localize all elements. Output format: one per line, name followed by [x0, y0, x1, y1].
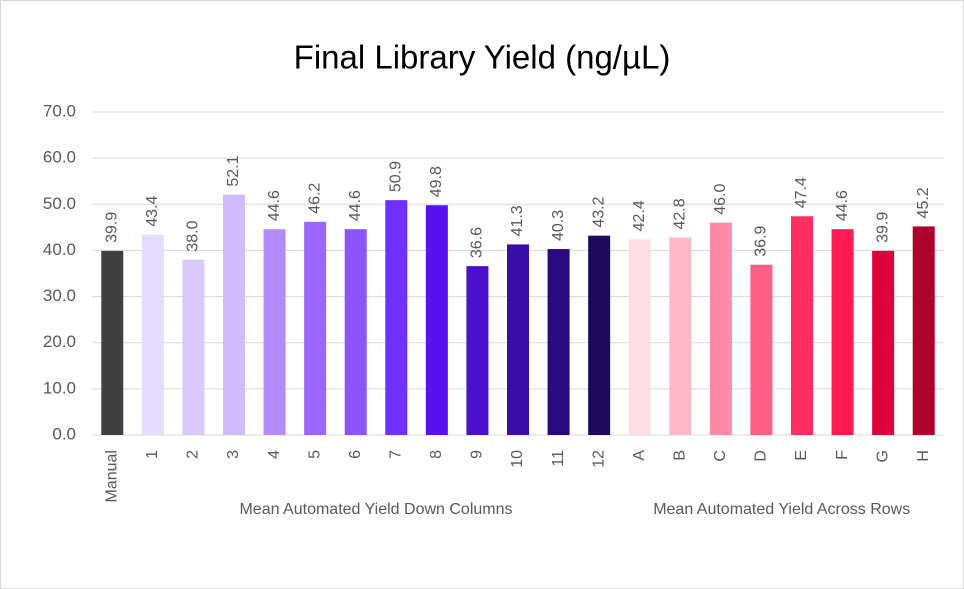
x-tick-label: 9 [469, 450, 486, 459]
x-tick-label: C [712, 450, 729, 462]
value-label: 36.6 [469, 227, 486, 258]
x-tick-label: 4 [266, 450, 283, 459]
x-tick-label: B [672, 450, 689, 461]
bar [304, 221, 327, 435]
y-tick-label: 70.0 [43, 101, 76, 120]
y-tick-label: 60.0 [43, 148, 76, 167]
x-tick-label: 12 [590, 450, 607, 468]
bar [141, 234, 164, 435]
bar [182, 259, 205, 435]
value-label: 43.2 [590, 196, 607, 227]
value-label: 50.9 [388, 161, 405, 192]
x-tick-label: Manual [104, 450, 121, 502]
x-tick-label: 2 [185, 450, 202, 459]
bar [831, 229, 854, 435]
x-tick-label: F [834, 450, 851, 460]
x-tick-label: 1 [144, 450, 161, 459]
bar [547, 249, 570, 435]
x-tick-label: 10 [509, 450, 526, 468]
y-tick-label: 40.0 [43, 240, 76, 259]
x-tick-label: 11 [550, 450, 567, 467]
x-tick-label: 5 [306, 450, 323, 459]
y-tick-label: 0.0 [52, 424, 76, 443]
value-label: 52.1 [225, 155, 242, 186]
bar [385, 200, 408, 435]
bar [872, 250, 895, 435]
bar [507, 244, 529, 435]
group-label: Mean Automated Yield Down Columns [239, 501, 512, 518]
bar [588, 235, 611, 435]
value-label: 47.4 [793, 177, 810, 208]
bar [750, 264, 773, 435]
x-tick-label: E [793, 450, 810, 461]
bar [669, 237, 692, 435]
y-tick-label: 30.0 [43, 286, 76, 305]
bar [263, 229, 286, 435]
y-tick-label: 10.0 [43, 378, 76, 397]
x-tick-label: A [631, 450, 648, 461]
value-label: 46.2 [306, 183, 323, 214]
x-tick-label: G [874, 450, 891, 462]
y-tick-label: 20.0 [43, 332, 76, 351]
bar [709, 222, 732, 435]
x-tick-label: 6 [347, 450, 364, 459]
value-label: 42.8 [672, 198, 689, 229]
bar [628, 239, 651, 435]
value-label: 44.6 [347, 190, 364, 221]
value-label: 44.6 [266, 190, 283, 221]
value-label: 42.4 [631, 200, 648, 231]
bar [912, 226, 935, 435]
value-label: 49.8 [428, 166, 445, 197]
y-tick-label: 50.0 [43, 194, 76, 213]
x-tick-label: D [753, 450, 770, 462]
value-label: 43.4 [144, 195, 161, 226]
bar [425, 205, 448, 435]
bar [223, 194, 245, 435]
bar [466, 266, 489, 435]
x-tick-label: 7 [388, 450, 405, 459]
bar [344, 229, 367, 435]
value-label: 39.9 [874, 212, 891, 243]
x-tick-label: 8 [428, 450, 445, 459]
value-label: 45.2 [915, 187, 932, 218]
x-tick-label: H [915, 450, 932, 462]
bar [791, 216, 813, 435]
value-label: 46.0 [712, 184, 729, 215]
value-label: 36.9 [753, 225, 770, 256]
chart-title: Final Library Yield (ng/µL) [294, 39, 671, 76]
value-label: 41.3 [509, 205, 526, 236]
value-label: 44.6 [834, 190, 851, 221]
value-label: 40.3 [550, 210, 567, 241]
group-label: Mean Automated Yield Across Rows [653, 501, 910, 518]
x-tick-label: 3 [225, 450, 242, 459]
value-label: 38.0 [185, 220, 202, 251]
value-label: 39.9 [104, 212, 121, 243]
bar [101, 250, 124, 435]
